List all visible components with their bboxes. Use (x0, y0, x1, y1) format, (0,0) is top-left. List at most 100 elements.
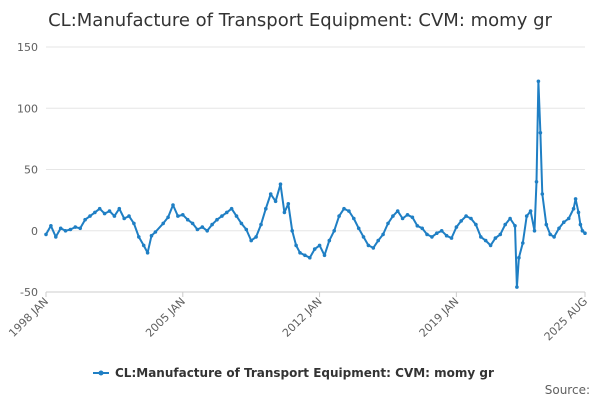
data-point[interactable] (205, 229, 209, 233)
data-point[interactable] (161, 221, 165, 226)
data-point[interactable] (88, 214, 92, 218)
data-point[interactable] (73, 225, 78, 229)
data-point[interactable] (583, 231, 587, 235)
data-point[interactable] (371, 246, 376, 250)
data-point[interactable] (366, 243, 371, 248)
data-point[interactable] (185, 217, 190, 222)
data-point[interactable] (176, 214, 180, 218)
series-line[interactable] (45, 80, 586, 289)
data-point[interactable] (239, 221, 244, 226)
data-point[interactable] (63, 229, 68, 233)
data-point[interactable] (356, 226, 361, 231)
data-point[interactable] (395, 209, 400, 213)
data-point[interactable] (166, 215, 170, 220)
data-point[interactable] (391, 214, 395, 218)
data-point[interactable] (259, 222, 263, 227)
data-point[interactable] (254, 235, 258, 239)
data-point[interactable] (93, 210, 97, 215)
data-point[interactable] (548, 232, 552, 237)
data-point[interactable] (225, 210, 229, 215)
data-point[interactable] (308, 255, 312, 260)
data-point[interactable] (122, 216, 126, 221)
data-point[interactable] (83, 217, 87, 222)
data-point[interactable] (127, 214, 131, 218)
data-point[interactable] (562, 220, 566, 224)
data-point[interactable] (571, 206, 576, 211)
data-point[interactable] (278, 182, 283, 186)
data-point[interactable] (49, 224, 53, 228)
data-point[interactable] (444, 233, 449, 238)
data-point[interactable] (286, 202, 291, 206)
data-point[interactable] (145, 251, 150, 255)
data-point[interactable] (503, 222, 508, 227)
data-point[interactable] (229, 206, 234, 211)
data-point[interactable] (234, 214, 239, 218)
data-point[interactable] (112, 214, 117, 218)
data-point[interactable] (540, 192, 545, 196)
data-point[interactable] (508, 216, 512, 221)
data-point[interactable] (439, 229, 444, 233)
data-point[interactable] (449, 236, 454, 240)
data-point[interactable] (454, 225, 459, 229)
data-point[interactable] (215, 217, 219, 222)
data-point[interactable] (153, 230, 158, 234)
data-point[interactable] (580, 229, 585, 233)
data-point[interactable] (410, 215, 415, 220)
data-point[interactable] (102, 211, 107, 216)
data-point[interactable] (322, 253, 327, 258)
data-point[interactable] (405, 213, 410, 217)
data-point[interactable] (576, 210, 581, 215)
data-point[interactable] (200, 225, 205, 229)
data-point[interactable] (430, 235, 434, 239)
data-point[interactable] (298, 251, 302, 255)
data-point[interactable] (386, 221, 390, 226)
data-point[interactable] (498, 232, 503, 237)
data-point[interactable] (517, 255, 521, 260)
data-point[interactable] (376, 238, 381, 243)
data-point[interactable] (544, 222, 549, 227)
data-point[interactable] (97, 206, 102, 211)
data-point[interactable] (521, 241, 525, 245)
data-point[interactable] (479, 235, 483, 239)
data-point[interactable] (294, 243, 298, 248)
data-point[interactable] (44, 232, 48, 237)
data-point[interactable] (78, 226, 82, 231)
data-point[interactable] (573, 197, 578, 201)
data-point[interactable] (268, 192, 273, 196)
data-point[interactable] (137, 235, 141, 239)
data-point[interactable] (132, 221, 136, 226)
data-point[interactable] (337, 214, 341, 218)
data-point[interactable] (532, 229, 537, 233)
legend[interactable]: CL:Manufacture of Transport Equipment: C… (93, 366, 494, 380)
data-point[interactable] (469, 216, 473, 221)
data-point[interactable] (58, 226, 63, 231)
data-point[interactable] (381, 232, 385, 237)
data-point[interactable] (195, 227, 200, 232)
data-point[interactable] (578, 222, 583, 227)
data-point[interactable] (534, 180, 539, 184)
data-point[interactable] (68, 227, 73, 232)
data-point[interactable] (435, 231, 439, 235)
data-point[interactable] (566, 216, 571, 221)
data-point[interactable] (290, 229, 295, 233)
data-point[interactable] (528, 209, 533, 213)
data-point[interactable] (459, 219, 464, 223)
data-point[interactable] (303, 253, 307, 258)
data-point[interactable] (361, 235, 366, 239)
data-point[interactable] (107, 209, 112, 213)
data-point[interactable] (536, 79, 541, 84)
data-point[interactable] (347, 209, 351, 213)
data-point[interactable] (400, 216, 405, 221)
data-point[interactable] (264, 206, 268, 211)
data-point[interactable] (327, 238, 332, 243)
data-point[interactable] (282, 210, 287, 215)
data-point[interactable] (312, 247, 317, 251)
data-point[interactable] (538, 131, 543, 135)
data-point[interactable] (171, 203, 175, 207)
data-point[interactable] (210, 222, 214, 227)
data-point[interactable] (273, 199, 278, 204)
data-point[interactable] (552, 235, 556, 239)
data-point[interactable] (342, 206, 346, 211)
data-point[interactable] (181, 213, 185, 217)
data-point[interactable] (483, 238, 488, 243)
